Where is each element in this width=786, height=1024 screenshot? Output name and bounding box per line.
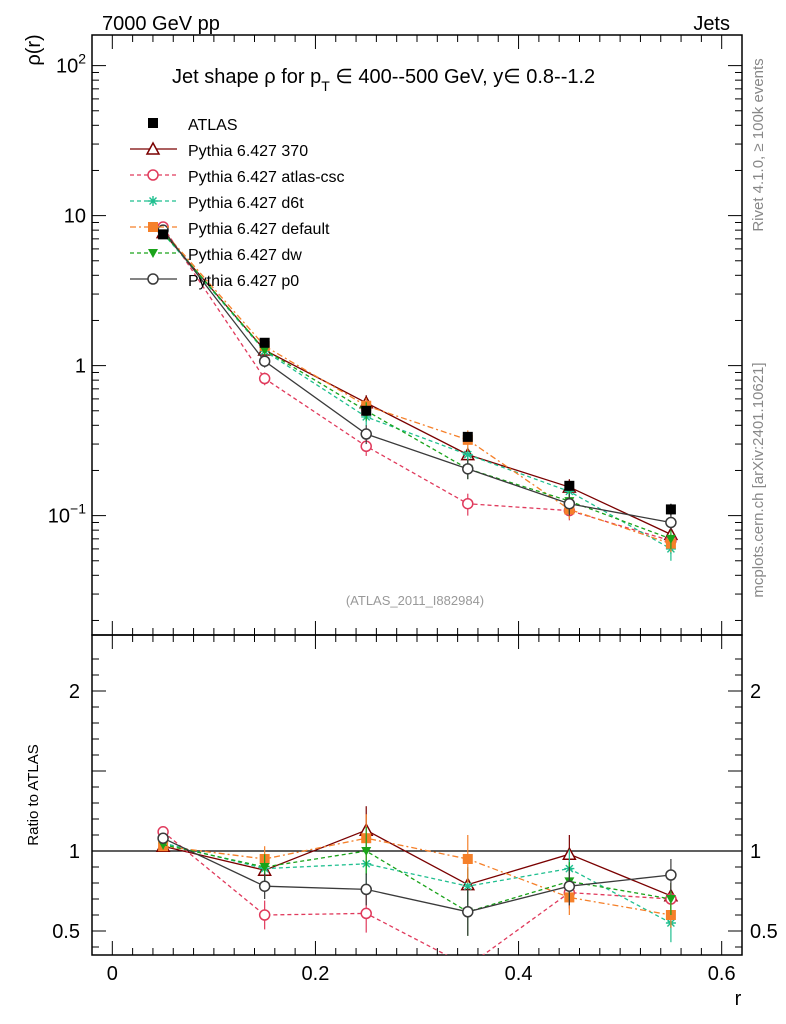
legend-marker-3: [148, 222, 158, 232]
series-5-ratio-point: [665, 869, 677, 881]
legend-label-atlas: ATLAS: [188, 117, 238, 134]
x-tick-label: 0.6: [708, 963, 736, 985]
legend-label-4: Pythia 6.427 dw: [188, 247, 302, 264]
x-tick-label: 0: [107, 963, 118, 985]
series-1-point: [258, 372, 271, 385]
series-1-ratio-line: [162, 831, 671, 955]
legend-label-3: Pythia 6.427 default: [188, 221, 330, 238]
main-series-group: [155, 221, 679, 561]
series-5-ratio-point: [563, 880, 576, 892]
x-axis-label: r: [735, 988, 742, 1010]
y-tick-label: 10: [64, 206, 86, 228]
series-1-point: [462, 497, 474, 510]
header-right: Jets: [693, 13, 730, 35]
ratio-series-group: [155, 806, 679, 971]
data-point: [158, 229, 169, 240]
legend-marker-2: [148, 196, 158, 206]
legend-label-1: Pythia 6.427 atlas-csc: [188, 169, 345, 186]
y-tick-label: 102: [56, 51, 86, 78]
series-5-point: [360, 428, 372, 440]
series-3-line: [162, 230, 672, 545]
x-tick-label: 0.4: [505, 963, 533, 985]
header-left: 7000 GeV pp: [102, 13, 220, 35]
legend-marker-1: [147, 169, 159, 181]
series-1-ratio-point: [258, 909, 271, 921]
series-2-line: [162, 233, 672, 550]
series-5-point: [258, 355, 271, 367]
data-point: [462, 431, 473, 442]
legend-marker-5: [147, 273, 159, 285]
series-5-point: [563, 497, 576, 510]
series-5-ratio-point: [157, 832, 169, 844]
legend-marker-atlas: [148, 118, 158, 128]
series-2-ratio-point: [462, 881, 473, 892]
plot-title: Jet shape ρ for pT ∈ 400--500 GeV, y∈ 0.…: [172, 66, 595, 94]
series-4-ratio-point: [259, 863, 270, 872]
series-4-ratio-point: [665, 895, 676, 904]
data-point: [665, 504, 676, 515]
legend-marker-0: [145, 141, 161, 155]
series-5-ratio-line: [162, 837, 671, 913]
series-2-ratio-line: [162, 842, 672, 924]
series-5-ratio-point: [258, 880, 271, 892]
ratio-y-tick-label-right: 2: [750, 681, 761, 703]
y-tick-label: 1: [75, 356, 86, 378]
series-5-ratio-point: [360, 883, 372, 896]
series-4-point: [259, 346, 270, 356]
data-point: [361, 405, 372, 416]
series-3-ratio-point: [462, 854, 473, 864]
series-5-point: [665, 516, 677, 529]
legend-label-2: Pythia 6.427 d6t: [188, 195, 304, 212]
legend-label-0: Pythia 6.427 370: [188, 143, 308, 160]
legend-label-5: Pythia 6.427 p0: [188, 273, 299, 290]
series-4-ratio-point: [361, 847, 372, 856]
mcplots-label: mcplots.cern.ch [arXiv:2401.10621]: [750, 362, 767, 597]
series-5-point: [462, 463, 474, 475]
analysis-label: (ATLAS_2011_I882984): [346, 593, 484, 608]
y-tick-label: 10−1: [48, 501, 86, 528]
series-0-ratio-line: [162, 829, 672, 897]
ratio-y-tick-label: 0.5: [52, 921, 80, 943]
series-3-ratio-line: [163, 837, 672, 916]
series-5-ratio-point: [462, 906, 474, 918]
ratio-y-tick-label: 1: [69, 841, 80, 863]
main-ylabel: ρ(r): [23, 34, 45, 65]
series-4-point: [665, 534, 676, 544]
series-5-line: [162, 229, 672, 524]
ratio-y-tick-label: 2: [69, 681, 80, 703]
series-1-ratio-point: [463, 961, 473, 971]
legend-marker-4: [148, 249, 158, 258]
ratio-ylabel: Ratio to ATLAS: [25, 744, 42, 845]
ratio-y-tick-label-right: 0.5: [750, 921, 778, 943]
ratio-frame: [91, 634, 743, 956]
x-tick-label: 0.2: [302, 963, 330, 985]
series-4-line: [162, 232, 672, 540]
ratio-y-tick-label-right: 1: [750, 841, 761, 863]
data-point: [564, 480, 575, 491]
data-point: [259, 337, 270, 348]
series-1-ratio-point: [360, 907, 372, 920]
rivet-label: Rivet 4.1.0, ≥ 100k events: [750, 58, 767, 231]
series-2-point: [462, 449, 473, 460]
